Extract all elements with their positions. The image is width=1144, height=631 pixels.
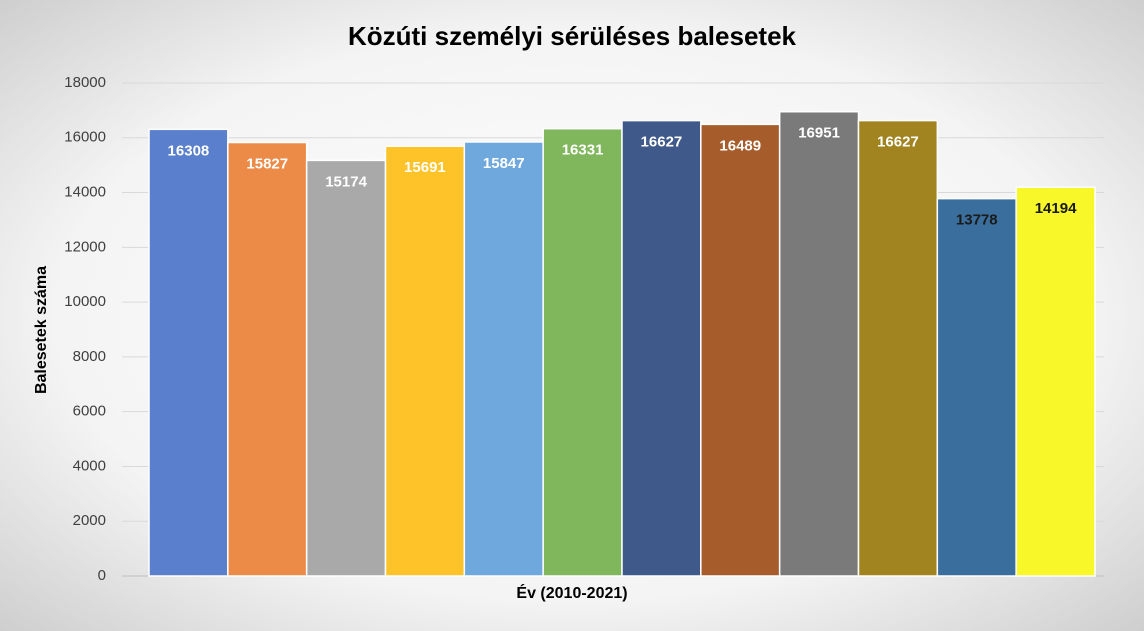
y-tick-label: 8000 (73, 348, 106, 365)
data-label: 15847 (483, 155, 525, 172)
x-axis-label: Év (2010-2021) (516, 583, 627, 602)
data-label: 15827 (246, 155, 288, 172)
data-label: 15174 (325, 173, 367, 190)
data-label: 16308 (168, 142, 210, 159)
y-tick-label: 12000 (64, 238, 106, 255)
y-tick-label: 16000 (64, 129, 106, 146)
data-label: 13778 (956, 212, 998, 229)
data-label: 15691 (404, 159, 446, 176)
data-label: 14194 (1035, 200, 1077, 217)
y-tick-label: 6000 (73, 403, 106, 420)
data-label: 16489 (719, 137, 761, 154)
bar (1015, 186, 1096, 577)
bar (305, 159, 387, 577)
bar (857, 119, 939, 577)
bar (148, 128, 229, 577)
y-tick-label: 10000 (64, 293, 106, 310)
bar (778, 110, 860, 577)
data-label: 16331 (562, 142, 604, 159)
bar (542, 127, 623, 577)
y-axis-label: Balesetek száma (33, 266, 50, 394)
y-tick-label: 18000 (64, 74, 106, 91)
data-label: 16951 (798, 125, 840, 142)
data-label: 16627 (877, 134, 919, 151)
bar (621, 119, 702, 577)
y-tick-label: 4000 (73, 457, 106, 474)
y-tick-label: 2000 (73, 512, 106, 529)
y-tick-label: 14000 (64, 184, 106, 201)
bar (700, 123, 781, 577)
bar (463, 141, 544, 577)
bar (936, 197, 1017, 577)
bar (384, 145, 466, 577)
chart-title: Közúti személyi sérüléses balesetek (348, 21, 797, 51)
y-tick-label: 0 (98, 567, 106, 584)
bar (227, 141, 308, 577)
data-label: 16627 (641, 134, 683, 151)
